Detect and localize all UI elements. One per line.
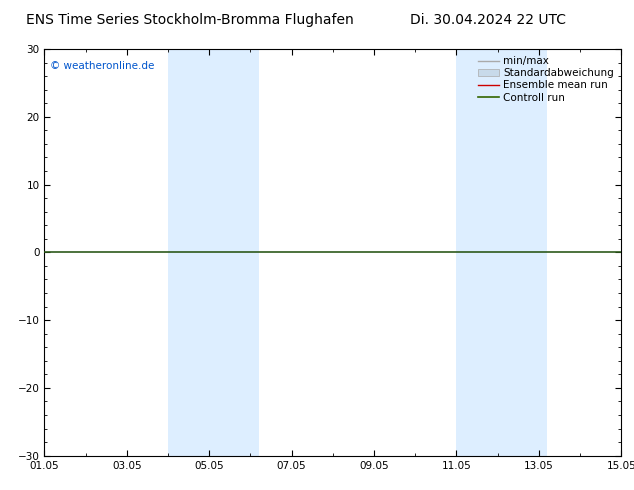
- Text: ENS Time Series Stockholm-Bromma Flughafen: ENS Time Series Stockholm-Bromma Flughaf…: [27, 13, 354, 27]
- Legend: min/max, Standardabweichung, Ensemble mean run, Controll run: min/max, Standardabweichung, Ensemble me…: [474, 52, 618, 107]
- Text: © weatheronline.de: © weatheronline.de: [50, 61, 155, 71]
- Text: Di. 30.04.2024 22 UTC: Di. 30.04.2024 22 UTC: [410, 13, 566, 27]
- Bar: [168, 49, 259, 456]
- Bar: [456, 49, 547, 456]
